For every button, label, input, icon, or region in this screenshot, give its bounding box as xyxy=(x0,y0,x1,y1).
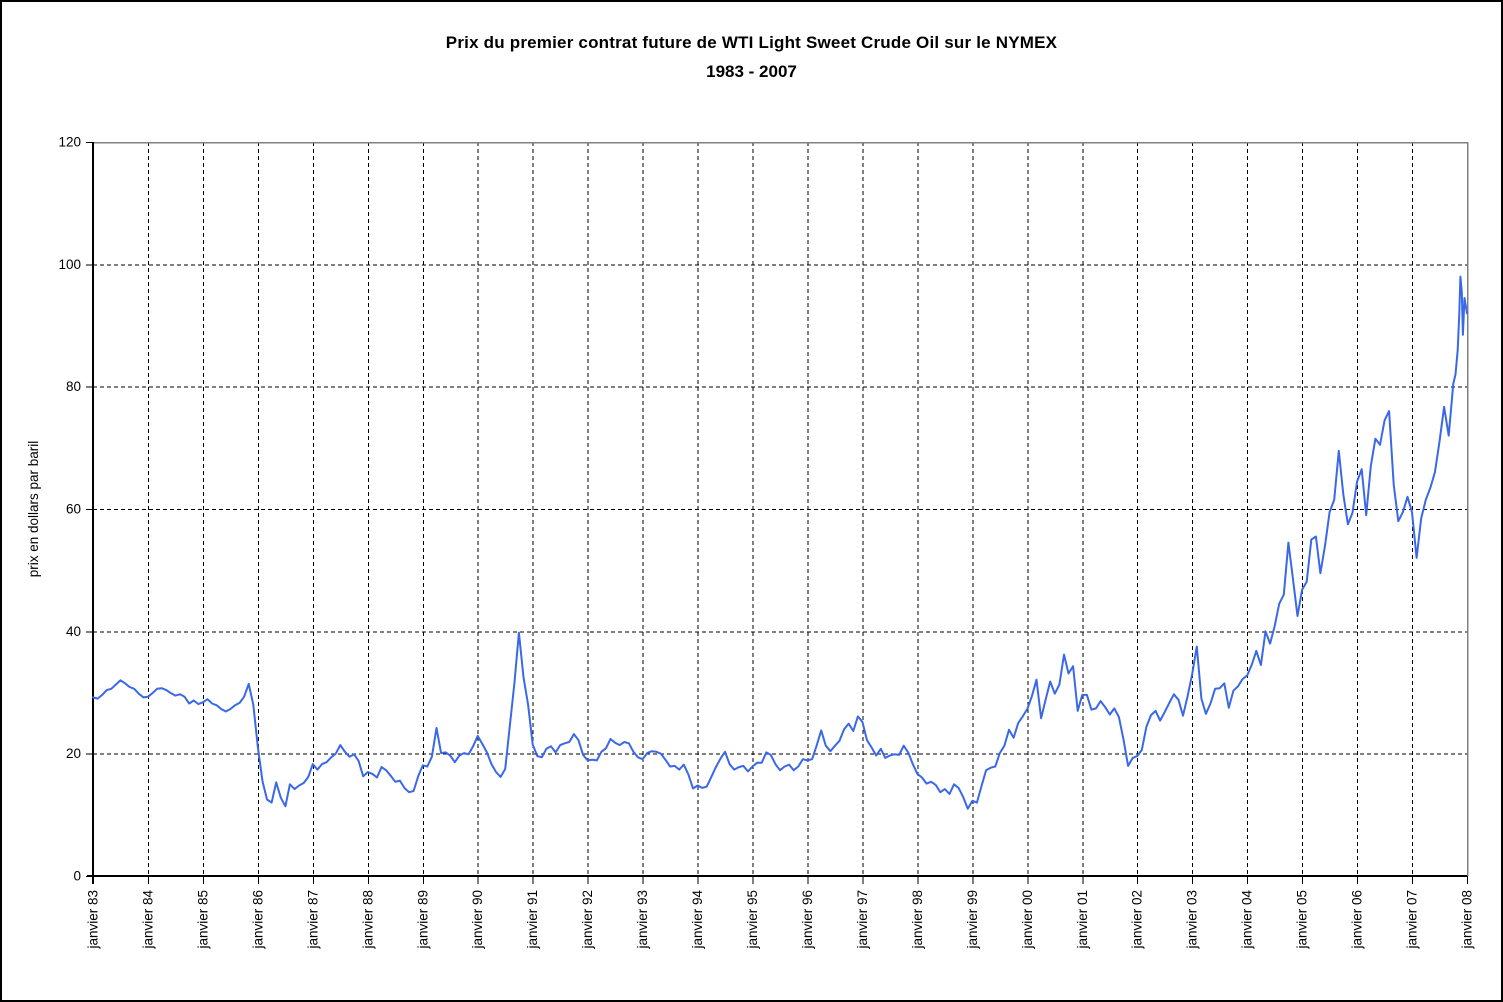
y-tick-label: 20 xyxy=(66,746,81,761)
x-tick-label: janvier 06 xyxy=(1350,890,1365,950)
x-tick-label: janvier 84 xyxy=(140,890,155,950)
x-tick-label: janvier 99 xyxy=(965,890,980,950)
x-tick-label: janvier 02 xyxy=(1130,890,1145,950)
x-tick-label: janvier 08 xyxy=(1460,890,1475,950)
x-tick-label: janvier 94 xyxy=(690,890,705,950)
x-tick-label: janvier 97 xyxy=(855,890,870,950)
x-tick-label: janvier 04 xyxy=(1240,890,1255,950)
x-tick-label: janvier 88 xyxy=(360,890,375,950)
y-tick-label: 120 xyxy=(58,135,81,150)
y-tick-label: 60 xyxy=(66,502,81,517)
x-tick-label: janvier 87 xyxy=(305,890,320,950)
y-tick-label: 100 xyxy=(58,257,81,272)
x-tick-label: janvier 01 xyxy=(1075,890,1090,950)
chart-subtitle: 1983 - 2007 xyxy=(706,62,797,81)
x-tick-label: janvier 85 xyxy=(195,890,210,950)
y-tick-label: 40 xyxy=(66,624,81,639)
chart-title-block: Prix du premier contrat future de WTI Li… xyxy=(2,33,1501,82)
x-tick-label: janvier 03 xyxy=(1185,890,1200,950)
x-tick-label: janvier 91 xyxy=(525,890,540,950)
x-tick-label: janvier 95 xyxy=(745,890,760,950)
y-tick-label: 80 xyxy=(66,379,81,394)
y-tick-label: 0 xyxy=(73,869,81,884)
x-tick-label: janvier 05 xyxy=(1295,890,1310,950)
price-series-line xyxy=(92,275,1468,810)
x-tick-label: janvier 86 xyxy=(250,890,265,950)
x-tick-label: janvier 07 xyxy=(1405,890,1420,950)
x-tick-label: janvier 83 xyxy=(86,890,101,950)
x-tick-label: janvier 98 xyxy=(910,890,925,950)
x-tick-label: janvier 96 xyxy=(800,890,815,950)
x-tick-label: janvier 92 xyxy=(580,890,595,950)
x-tick-label: janvier 93 xyxy=(635,890,650,950)
x-tick-label: janvier 89 xyxy=(415,890,430,950)
y-axis-title: prix en dollars par baril xyxy=(26,441,41,578)
x-tick-label: janvier 90 xyxy=(470,890,485,950)
x-tick-label: janvier 00 xyxy=(1020,890,1035,950)
chart-title: Prix du premier contrat future de WTI Li… xyxy=(445,33,1058,52)
